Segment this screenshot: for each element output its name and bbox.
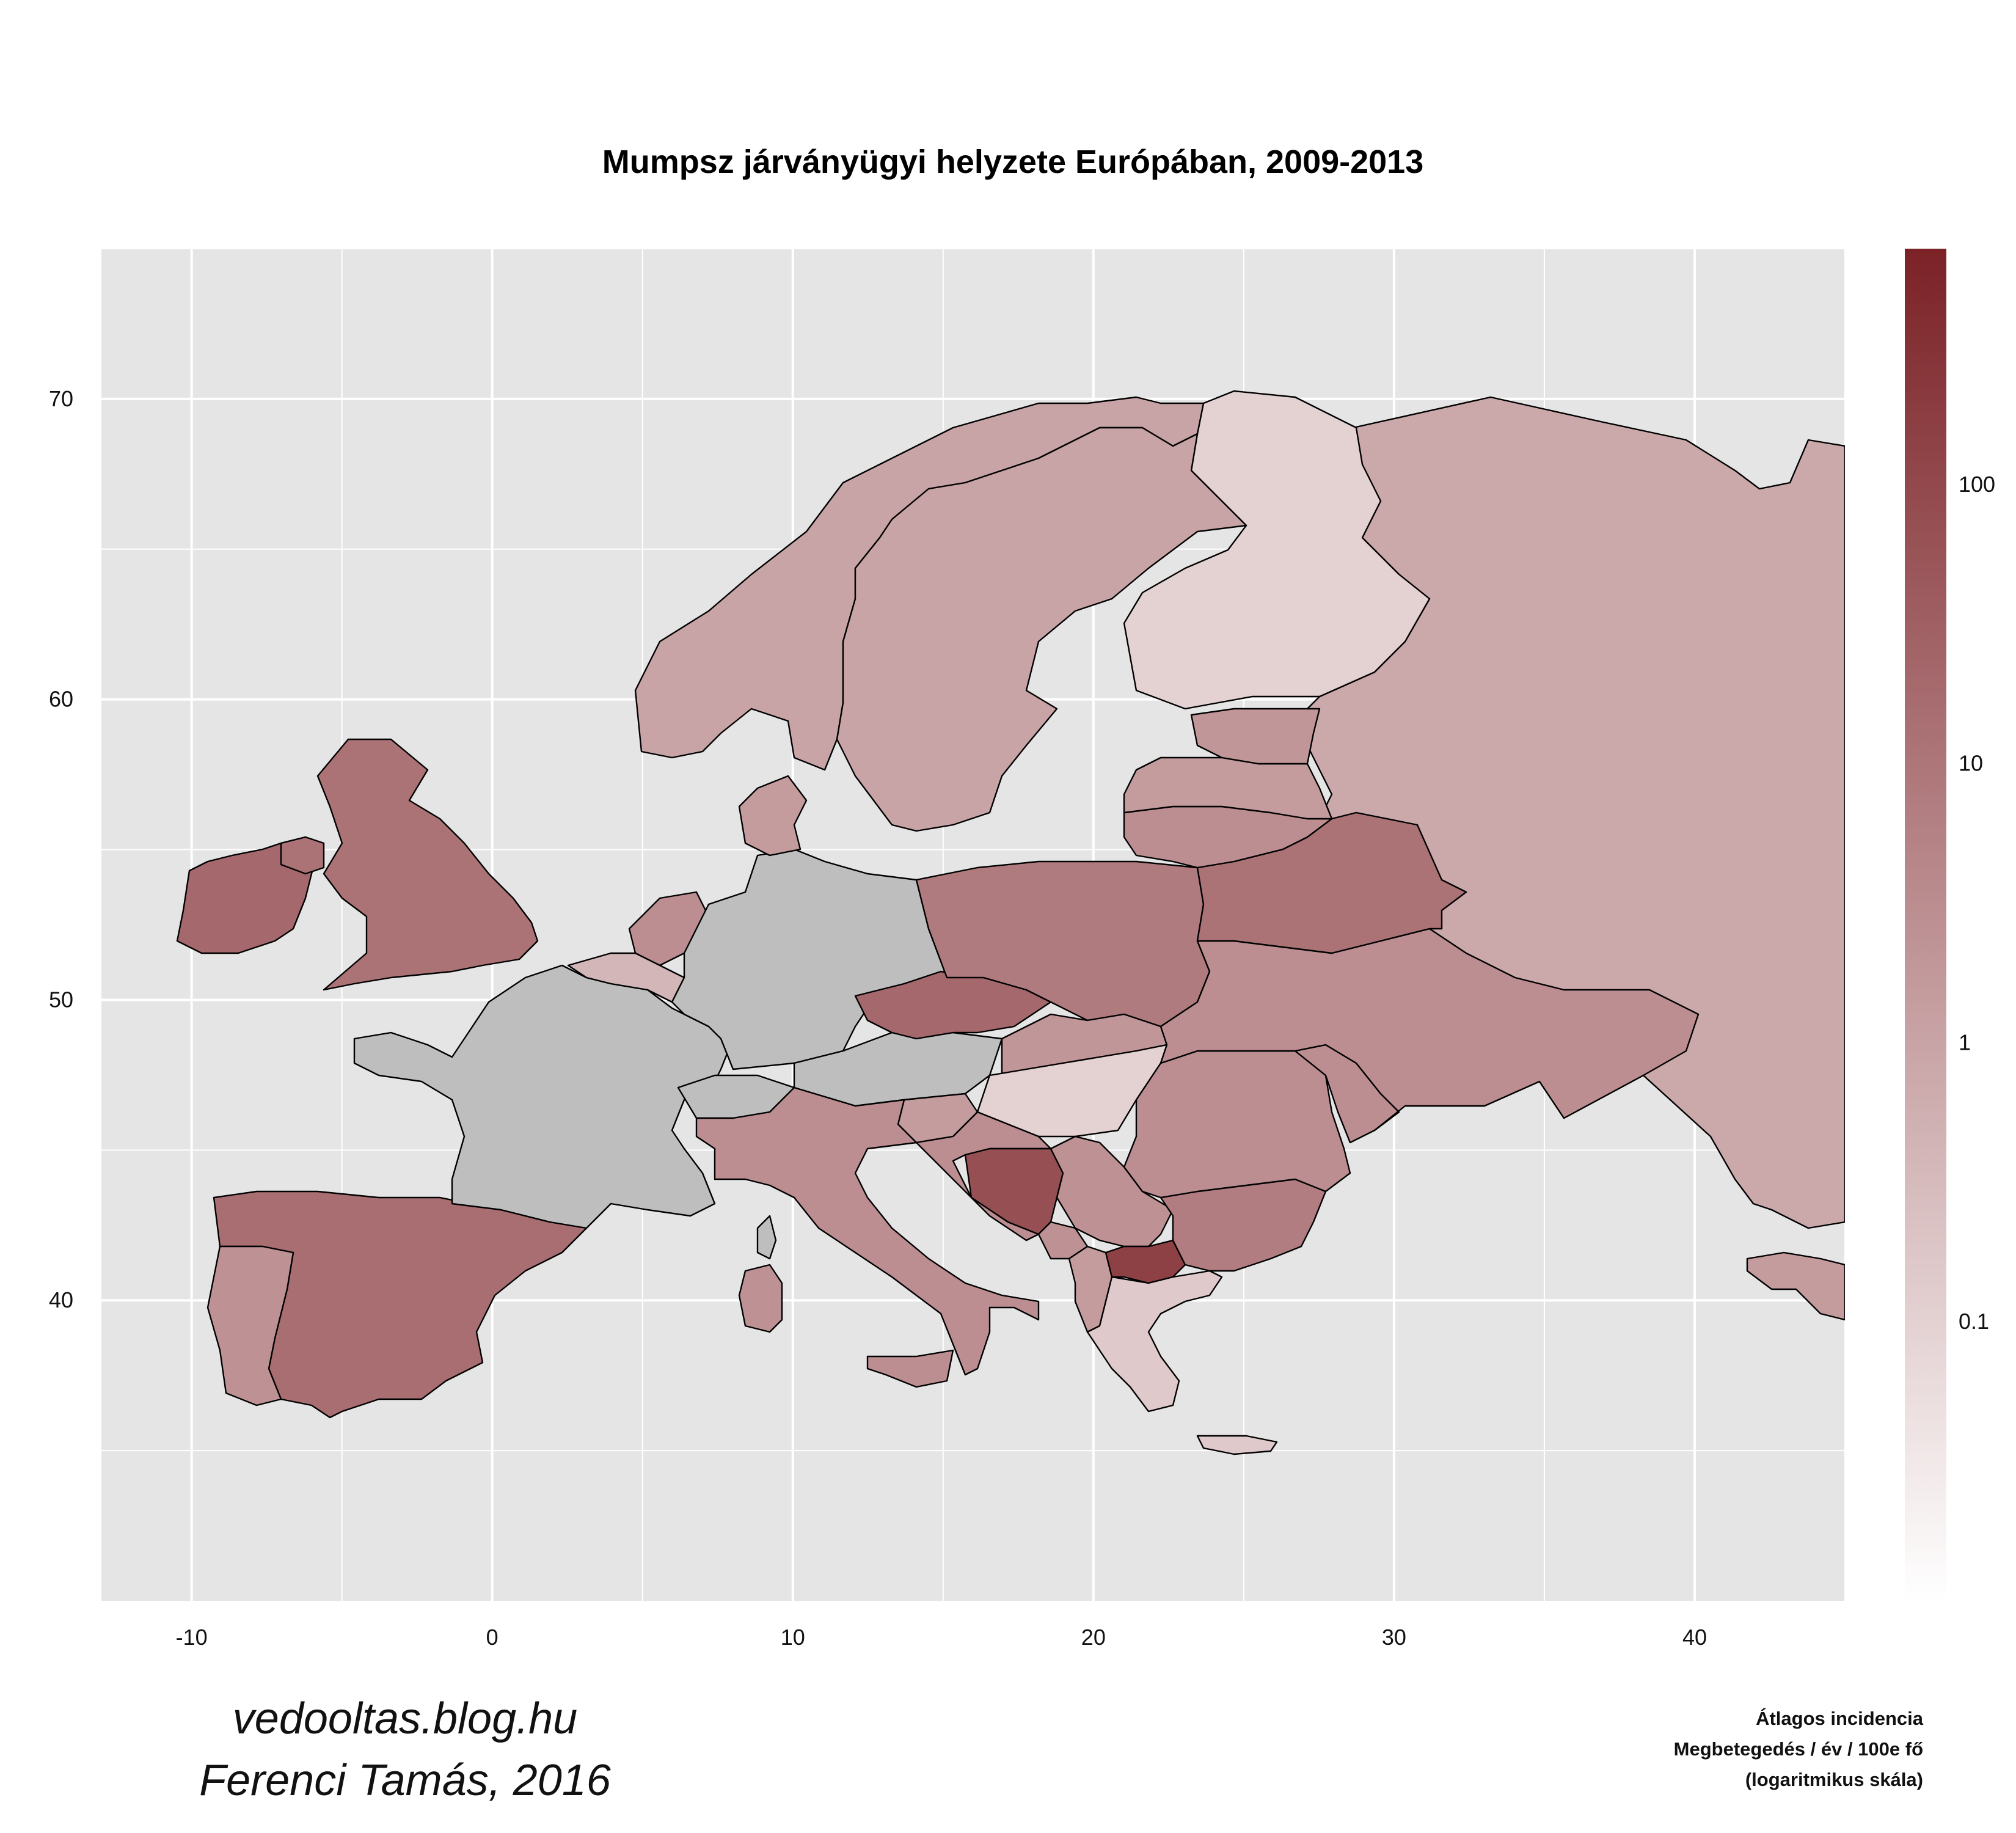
region-germany (671, 848, 948, 1070)
region-czech-republic (854, 970, 1052, 1040)
y-tick-label: 40 (49, 1287, 73, 1312)
legend-colorbar (1905, 249, 1946, 1601)
region-crete (1196, 1435, 1278, 1455)
x-tick-label: 40 (1682, 1625, 1707, 1650)
x-tick-label: -10 (176, 1625, 208, 1650)
region-estonia (1190, 708, 1321, 765)
y-tick-label: 60 (49, 687, 73, 712)
y-axis-ticks: 40 50 60 70 (49, 386, 73, 1312)
region-northern-ireland (280, 836, 325, 875)
x-tick-label: 0 (486, 1625, 499, 1650)
y-tick-label: 70 (49, 386, 73, 411)
x-tick-label: 30 (1382, 1625, 1406, 1650)
legend-tick-label: 100 (1959, 472, 1995, 497)
region-sardinia (738, 1264, 783, 1333)
region-sicily (866, 1349, 954, 1388)
legend-title-line: Átlagos incidencia (1756, 1708, 1924, 1729)
region-denmark (738, 775, 808, 857)
region-italy (695, 1086, 1040, 1376)
legend-ticks: 0.1 1 10 100 (1959, 472, 1995, 1334)
region-france (353, 964, 734, 1229)
region-turkey (1746, 1251, 1845, 1321)
region-macedonia (1105, 1239, 1186, 1284)
region-corsica (756, 1215, 777, 1260)
region-greece (1086, 1270, 1223, 1413)
x-tick-label: 20 (1081, 1625, 1106, 1650)
region-latvia (1123, 756, 1333, 820)
region-sweden (836, 426, 1247, 832)
legend-subtitle-line: Megbetegedés / év / 100e fő (1674, 1738, 1923, 1760)
map-title: Mumpsz járványügyi helyzete Európában, 2… (602, 144, 1424, 180)
region-romania (1123, 1050, 1351, 1199)
legend-scale-note: (logaritmikus skála) (1745, 1769, 1923, 1790)
country-layer (176, 390, 1845, 1455)
region-ireland (176, 836, 319, 954)
region-united-kingdom (316, 738, 539, 991)
x-axis-ticks: -10 0 10 20 30 40 (176, 1625, 1707, 1650)
x-tick-label: 10 (781, 1625, 805, 1650)
legend-tick-label: 1 (1959, 1030, 1971, 1055)
credit-author: Ferenci Tamás, 2016 (199, 1756, 612, 1805)
region-portugal (206, 1245, 294, 1407)
legend-tick-label: 0.1 (1959, 1309, 1989, 1334)
region-croatia (915, 1111, 1052, 1242)
y-tick-label: 50 (49, 987, 73, 1012)
legend-tick-label: 10 (1959, 751, 1983, 776)
credit-blog: vedooltas.blog.hu (233, 1694, 577, 1743)
region-serbia (1050, 1135, 1174, 1248)
